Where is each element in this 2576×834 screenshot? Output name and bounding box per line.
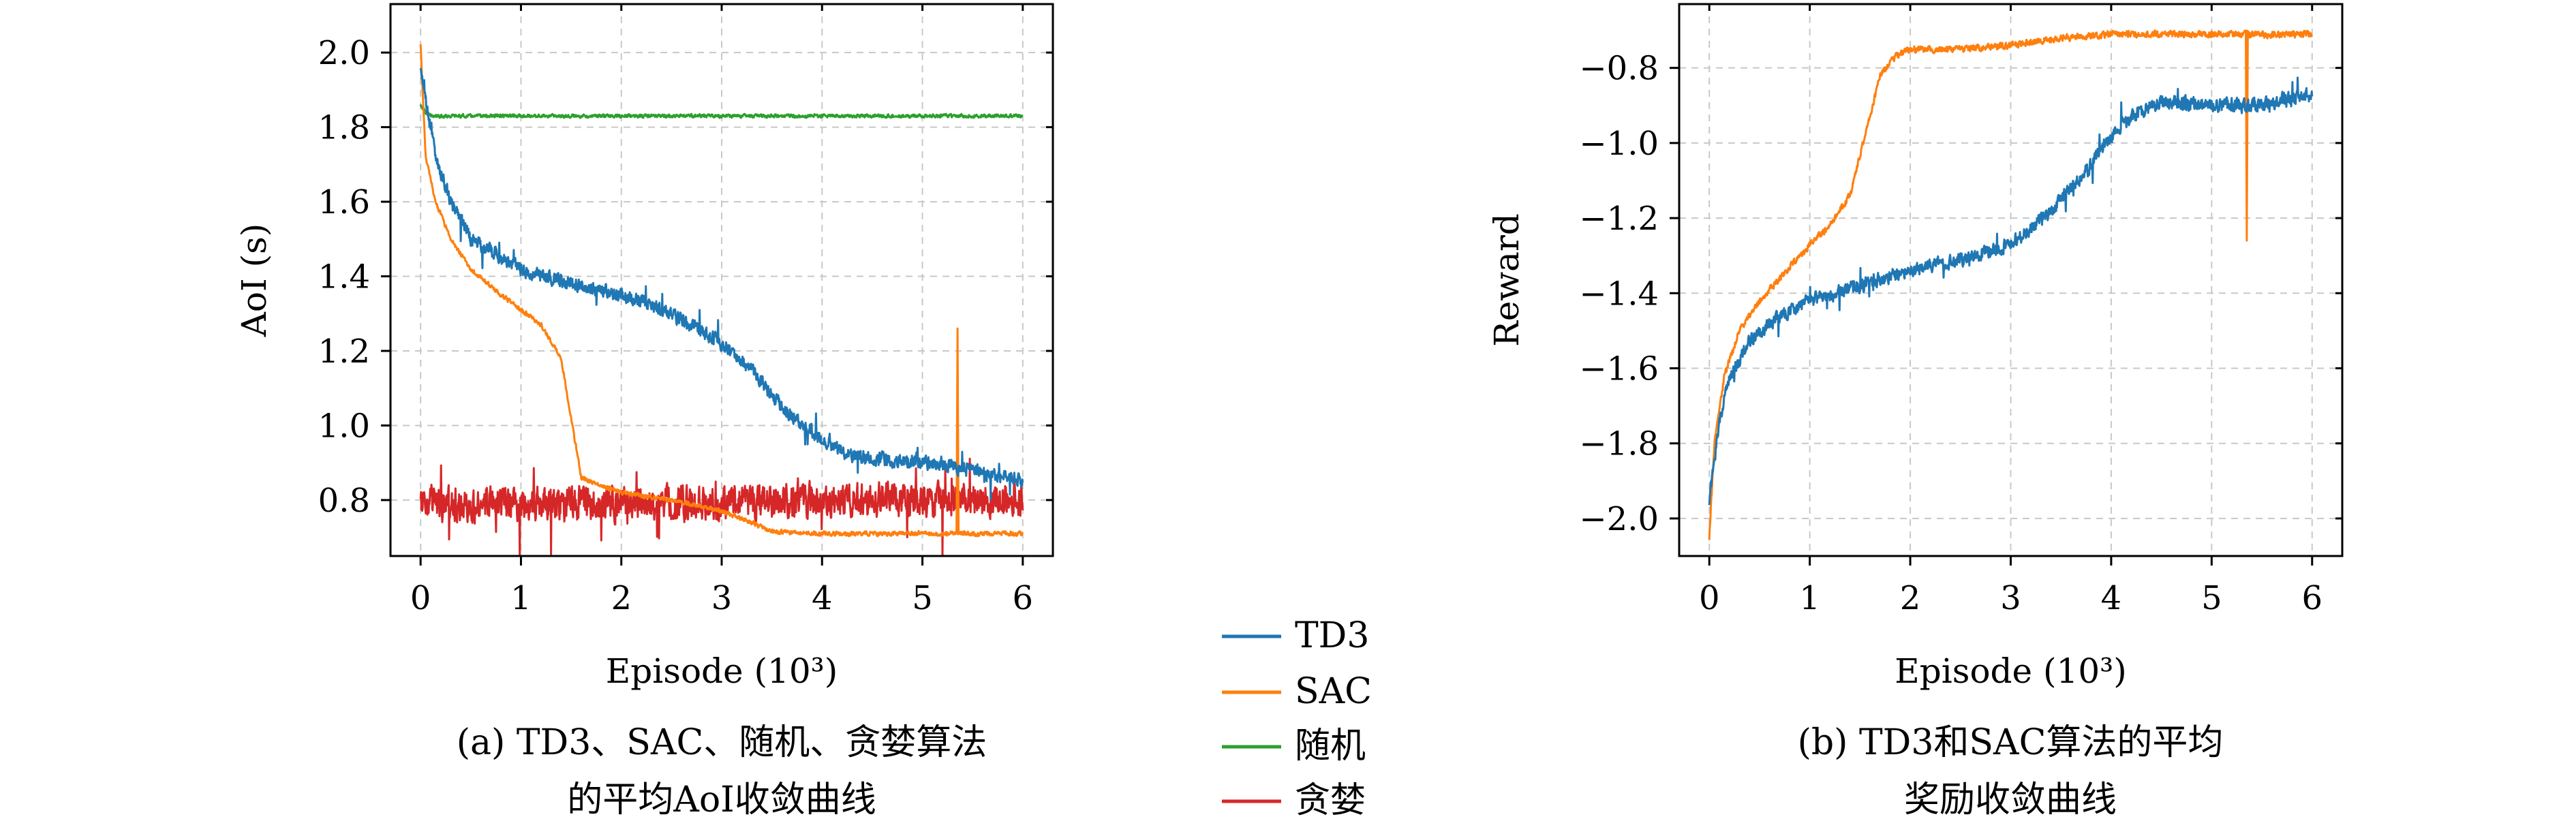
series-line-random [419,104,1024,119]
panel-a-aoi-chart: 0 1 2 3 4 5 6 0.8 1.0 1.2 1.4 1.6 1.8 2.0 Episode (10³… [234,3,1054,820]
legend-label-td3: TD3 [1295,615,1369,656]
y-tick-label: −1.8 [1579,425,1659,463]
panel-b-reward-chart: 0 1 2 3 4 5 6 −2.0 −1.8 −1.6 −1.4 −1.2 −1.0 −0.8 Episo… [1487,3,2344,820]
x-tick-label: 5 [912,579,933,617]
x-tick-label: 2 [611,579,632,617]
legend-label-greedy: 贪婪 [1295,780,1366,821]
x-tick-label: 4 [2101,579,2122,617]
x-tick-label: 0 [410,579,431,617]
y-tick-label: 1.8 [318,109,370,147]
x-tick-label: 0 [1699,579,1720,617]
caption-line: 的平均AoI收敛曲线 [567,779,876,820]
x-tick-label: 2 [1900,579,1921,617]
y-tick-label: −1.0 [1579,125,1659,163]
y-axis-label: Reward [1487,213,1527,347]
x-axis-label: Episode (10³) [1895,651,2126,691]
y-tick-label: 1.0 [318,407,370,445]
legend-label-sac: SAC [1295,671,1372,712]
x-tick-label: 3 [711,579,733,617]
y-tick-label: 1.4 [318,258,370,296]
y-tick-label: −1.2 [1579,200,1659,238]
y-tick-label: −2.0 [1579,500,1659,538]
y-tick-label: 0.8 [318,482,370,520]
series-line-sac [419,44,1024,538]
caption-line: 奖励收敛曲线 [1904,779,2117,820]
x-tick-label: 6 [1013,579,1034,617]
x-tick-label: 5 [2201,579,2222,617]
x-tick-label: 1 [1799,579,1820,617]
y-tick-label: −0.8 [1579,50,1659,88]
y-axis-label: AoI (s) [234,223,274,338]
series-line-td3 [1708,76,2314,506]
caption-line: (a) TD3、SAC、随机、贪婪算法 [457,722,987,763]
x-axis-label: Episode (10³) [606,651,838,691]
x-tick-label: 3 [2000,579,2021,617]
x-tick-label: 6 [2301,579,2322,617]
legend-label-random: 随机 [1295,726,1366,767]
y-tick-label: 2.0 [318,34,370,72]
y-tick-label: 1.6 [318,183,370,221]
series-line-td3 [419,67,1024,501]
caption-line: (b) TD3和SAC算法的平均 [1798,722,2224,763]
series-line-sac [1708,29,2314,540]
series-line-greedy [419,457,1024,556]
y-tick-label: −1.6 [1579,350,1659,388]
y-tick-label: −1.4 [1579,275,1659,313]
y-tick-label: 1.2 [318,333,370,371]
x-tick-label: 1 [510,579,532,617]
x-tick-label: 4 [812,579,833,617]
